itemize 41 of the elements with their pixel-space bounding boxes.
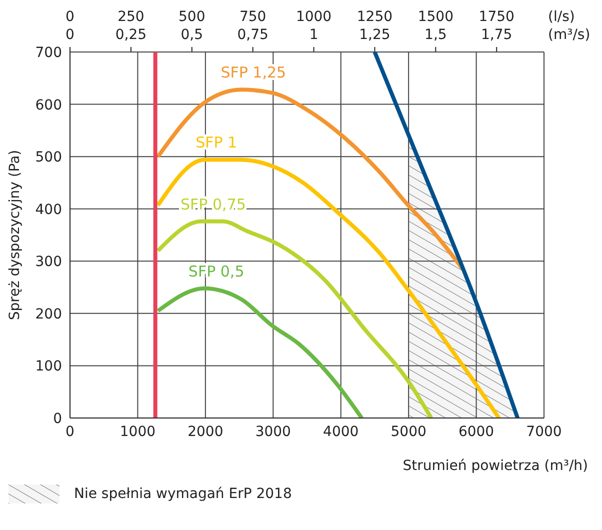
x2-tick-label: 1000 [296,9,332,25]
y-tick-label: 400 [35,202,62,218]
x-axis-title: Strumień powietrza (m³/h) [402,458,588,474]
text: 1,75 [481,27,512,43]
line-series [156,158,501,418]
text: 0,5 [180,27,204,43]
x2-tick-label: 1750 [478,9,514,25]
x2-tick-label: 1500 [418,9,454,25]
x-tick-label: 6000 [458,424,494,440]
x2-axis-title: (l/s) [548,9,575,25]
y-axis-title: Spręż dyspozycyjny (Pa) [6,150,23,320]
x-tick-label: 2000 [188,424,224,440]
x-tick-label: 7000 [526,424,562,440]
x-tick-label: 1000 [120,424,156,440]
text: 0,75 [237,27,268,43]
x2-tick-label: 0 [66,9,74,25]
text: (m³/s) [548,27,590,43]
y-tick-label: 700 [35,44,62,61]
y-tick-label: 500 [35,150,62,166]
y-tick-label: 600 [35,97,62,114]
legend-label: Nie spełnia wymagań ErP 2018 [74,486,292,502]
line-series [156,286,364,418]
text: 0 [66,27,74,43]
x2-tick-label: 1250 [356,9,393,25]
line-series [372,52,520,418]
x-tick-label: 3000 [255,424,291,440]
y-tick-label: 100 [35,358,62,375]
text: 1 [309,27,318,43]
x2-tick-label: 750 [239,9,266,25]
text: 1,5 [424,27,447,43]
line-series [156,219,434,418]
x-tick-label: 4000 [323,424,359,440]
y-tick-label: 0 [53,410,62,427]
x2-tick-label: 250 [118,9,144,25]
y-tick-label: 300 [35,254,62,270]
text: 0,25 [115,27,147,43]
x-tick-label: 0 [66,424,74,440]
y-tick-label: 200 [35,306,62,322]
x2-tick-label: 500 [178,9,206,25]
text: 1,25 [359,27,390,43]
x-tick-label: 5000 [390,424,426,440]
